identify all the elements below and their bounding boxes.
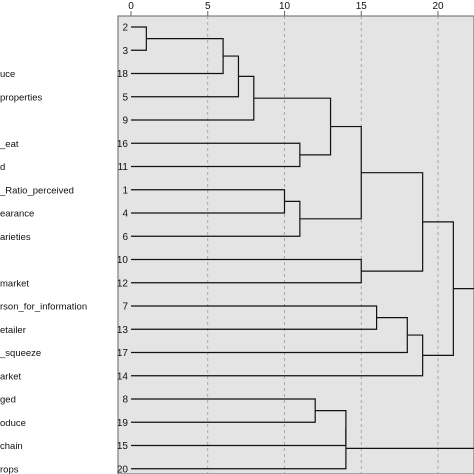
dendrogram-link — [345, 288, 474, 450]
dendrogram-link — [131, 428, 347, 470]
leaf-id: 2 — [122, 23, 128, 34]
leaf-label: arieties — [0, 232, 31, 243]
leaf-id: 12 — [117, 278, 129, 289]
leaf-id: 20 — [117, 464, 129, 474]
plot-area — [117, 15, 474, 474]
leaf-id: 5 — [122, 92, 128, 103]
leaf-id: 7 — [122, 302, 128, 313]
tick-label: 5 — [205, 1, 211, 12]
leaf-label: _squeeze — [0, 348, 41, 359]
plot-frame — [117, 15, 474, 474]
leaf-id: 19 — [117, 418, 129, 429]
leaf-label: d — [0, 162, 5, 173]
leaf-id: 11 — [118, 162, 129, 173]
tick-label: 15 — [356, 1, 368, 12]
leaf-id: 16 — [117, 139, 129, 150]
tick-label: 20 — [432, 1, 444, 12]
leaf-id: 10 — [117, 255, 129, 266]
leaf-id: 13 — [117, 325, 129, 336]
leaf-label: uce — [0, 69, 15, 80]
leaf-id: 14 — [117, 371, 129, 382]
leaf-label: _Ratio_perceived — [0, 185, 74, 196]
leaf-label: oduce — [0, 418, 26, 429]
leaf-id: 15 — [117, 441, 129, 452]
grid-lines — [207, 16, 439, 474]
leaf-id: 4 — [122, 209, 128, 220]
leaf-label: chain — [0, 441, 23, 452]
leaf-id: 6 — [122, 232, 128, 243]
dendrogram-links — [131, 26, 474, 470]
x-axis-ticks: 0 5 10 15 20 — [128, 1, 444, 16]
leaf-label: rops — [0, 464, 19, 474]
leaf-id: 17 — [117, 348, 129, 359]
leaf-label: rson_for_information — [0, 302, 87, 313]
leaf-label: properties — [0, 92, 42, 103]
leaf-label: market — [0, 278, 29, 289]
leaf-label: etailer — [0, 325, 26, 336]
leaf-id: 1 — [122, 185, 128, 196]
leaf-id: 8 — [122, 395, 128, 406]
leaf-id: 3 — [122, 46, 128, 57]
leaf-id: 18 — [117, 69, 129, 80]
tick-label: 10 — [279, 1, 291, 12]
leaf-label: arket — [0, 371, 21, 382]
leaf-id: 9 — [122, 116, 128, 127]
leaf-label: _eat — [0, 139, 19, 150]
leaf-label: ged — [0, 395, 16, 406]
tick-label: 0 — [128, 1, 134, 12]
leaf-label: earance — [0, 209, 34, 220]
